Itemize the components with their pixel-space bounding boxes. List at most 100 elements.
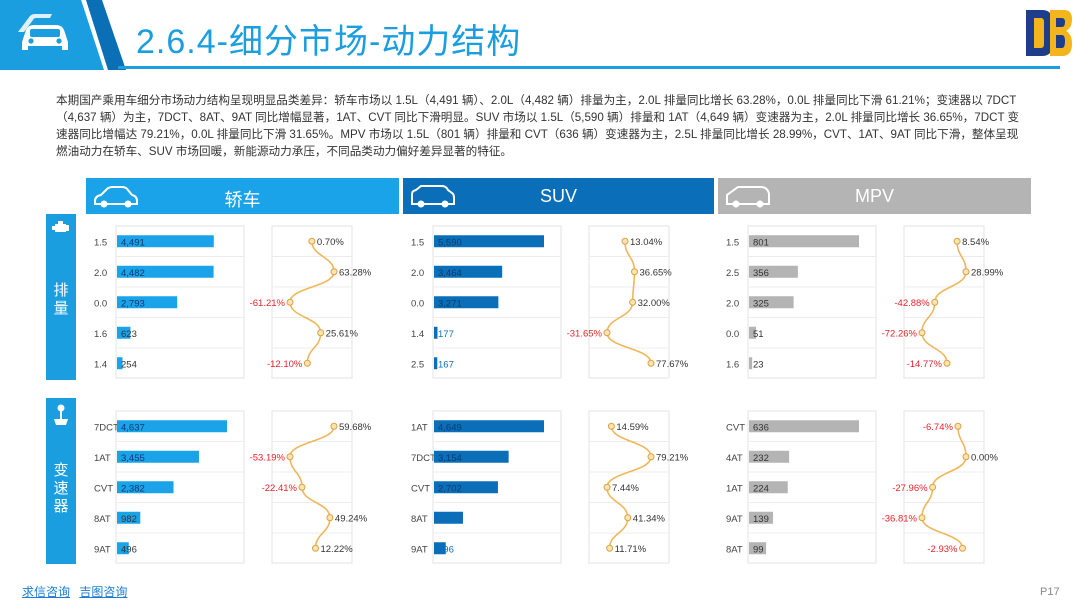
- growth-point: [298, 483, 306, 491]
- growth-label: 14.59%: [616, 422, 649, 433]
- growth-point: [943, 359, 951, 367]
- growth-point: [603, 483, 611, 491]
- growth-point: [954, 422, 962, 430]
- growth-label: -61.21%: [250, 298, 286, 309]
- page-title: 2.6.4-细分市场-动力结构: [136, 23, 522, 61]
- growth-line: [921, 426, 967, 549]
- bar: [749, 481, 788, 494]
- row-group-transmission: 变 速 器: [46, 398, 76, 564]
- growth-point: [286, 298, 294, 306]
- bar-value-label: 254: [121, 359, 137, 370]
- category-label: 2.5: [411, 359, 424, 370]
- category-label: 1AT: [411, 422, 428, 433]
- category-label: 4AT: [726, 453, 743, 464]
- growth-label: 0.70%: [317, 237, 344, 248]
- category-label: 1AT: [94, 453, 111, 464]
- row-group-label: 变 速 器: [53, 462, 69, 515]
- growth-label: -14.77%: [907, 359, 943, 370]
- engine-icon: [52, 221, 69, 232]
- growth-point: [929, 483, 937, 491]
- category-label: 2.0: [411, 268, 424, 279]
- growth-point: [962, 268, 970, 276]
- bar: [749, 235, 859, 248]
- growth-point: [647, 453, 655, 461]
- logo-db: [1026, 10, 1072, 56]
- bar-value-label: 623: [121, 329, 137, 340]
- bar: [434, 357, 438, 370]
- bar: [117, 420, 227, 433]
- bar-value-label: 982: [121, 514, 137, 525]
- growth-point: [330, 268, 338, 276]
- segment-banner-suv: SUV: [403, 178, 714, 214]
- bar-value-label: 23: [753, 359, 764, 370]
- bar-value-label: 177: [438, 329, 454, 340]
- growth-point: [303, 359, 311, 367]
- growth-label: 8.54%: [962, 237, 989, 248]
- line-grid: [903, 225, 985, 379]
- growth-point: [603, 329, 611, 337]
- growth-label: 0.00%: [971, 452, 998, 463]
- segment-label: 轿车: [224, 190, 261, 210]
- chart-panel: 7DCT 4,637 1AT 3,455 CVT 2,382 8AT 982 9AT 496 59.…: [94, 410, 372, 564]
- bar: [117, 542, 129, 555]
- bar-value-label: 4,649: [438, 422, 462, 433]
- growth-label: -31.65%: [567, 328, 603, 339]
- bar: [434, 511, 463, 524]
- growth-label: -42.88%: [894, 298, 930, 309]
- bar-value-label: 167: [438, 359, 454, 370]
- growth-point: [330, 422, 338, 430]
- category-label: 9AT: [94, 544, 111, 555]
- bar-value-label: 139: [753, 514, 769, 525]
- growth-label: 28.99%: [971, 267, 1004, 278]
- category-label: CVT: [94, 483, 113, 494]
- bar-value-label: 801: [753, 237, 769, 248]
- growth-label: -27.96%: [892, 483, 928, 494]
- growth-label: -2.93%: [927, 544, 958, 555]
- bar-value-label: 1,224: [438, 514, 462, 525]
- bar: [434, 450, 509, 463]
- growth-point: [953, 237, 961, 245]
- bar: [749, 450, 790, 463]
- category-label: 8AT: [411, 514, 428, 525]
- segment-banner-sedan: 轿车: [86, 178, 399, 214]
- bar-value-label: 3,154: [438, 453, 462, 464]
- gearshift-icon: [54, 404, 68, 425]
- growth-label: 77.67%: [656, 359, 689, 370]
- bar: [117, 296, 178, 309]
- bar-value-label: 3,464: [438, 268, 462, 279]
- category-label: 7DCT: [411, 453, 436, 464]
- intro-text: 本期国产乘用车细分市场动力结构呈现明显品类差异：轿车市场以 1.5L（4,491…: [56, 94, 1020, 158]
- bar: [434, 296, 499, 309]
- growth-label: 12.22%: [320, 544, 353, 555]
- segment-label: MPV: [854, 186, 894, 206]
- bar-value-label: 2,702: [438, 483, 462, 494]
- bar: [434, 265, 503, 278]
- category-label: 8AT: [726, 544, 743, 555]
- growth-label: 41.34%: [633, 513, 666, 524]
- growth-point: [317, 329, 325, 337]
- segment-banner-mpv: MPV: [718, 178, 1031, 214]
- growth-point: [647, 359, 655, 367]
- growth-point: [606, 544, 614, 552]
- bar-value-label: 4,482: [121, 268, 145, 279]
- growth-label: 63.28%: [339, 267, 372, 278]
- bar: [434, 326, 438, 339]
- footer-link[interactable]: 求信咨询: [22, 585, 71, 599]
- growth-point: [931, 298, 939, 306]
- bar: [117, 265, 214, 278]
- car-icon: [18, 14, 68, 50]
- bar-value-label: 3,455: [121, 453, 145, 464]
- category-label: 9AT: [411, 544, 428, 555]
- growth-label: -72.26%: [882, 328, 918, 339]
- growth-point: [607, 422, 615, 430]
- bar: [749, 326, 757, 339]
- category-label: 2.0: [726, 298, 739, 309]
- growth-label: 13.04%: [630, 237, 663, 248]
- footer-links: 求信咨询 吉图咨询: [22, 583, 133, 600]
- bar-grid: [115, 410, 245, 564]
- bar-grid: [432, 225, 562, 379]
- bar: [434, 542, 446, 555]
- growth-point: [629, 298, 637, 306]
- growth-label: -22.41%: [262, 483, 298, 494]
- footer-link[interactable]: 吉图咨询: [79, 585, 128, 599]
